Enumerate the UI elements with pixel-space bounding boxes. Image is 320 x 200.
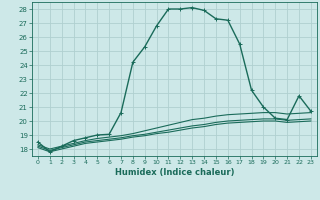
- X-axis label: Humidex (Indice chaleur): Humidex (Indice chaleur): [115, 168, 234, 177]
